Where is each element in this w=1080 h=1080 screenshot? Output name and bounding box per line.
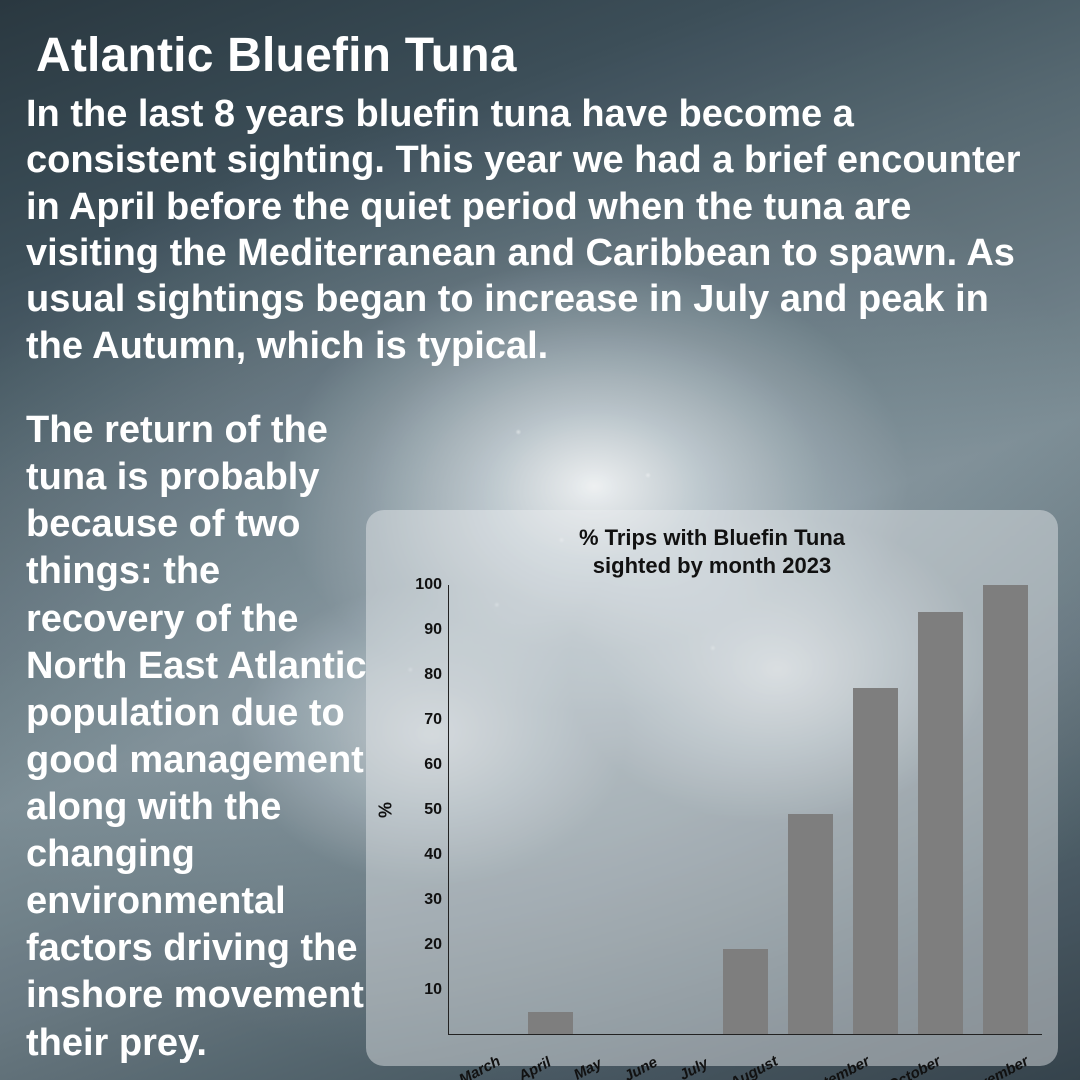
- chart-bar-slot: [713, 585, 778, 1034]
- chart-title-line1: % Trips with Bluefin Tuna: [579, 525, 845, 550]
- chart-ytick: 10: [424, 981, 442, 999]
- chart-bar: [918, 612, 964, 1034]
- page-title: Atlantic Bluefin Tuna: [36, 28, 1054, 83]
- chart-yaxis: 102030405060708090100: [398, 585, 448, 1035]
- chart-ytick: 60: [424, 756, 442, 774]
- chart-bar: [983, 585, 1029, 1034]
- chart-bar-slot: [518, 585, 583, 1034]
- chart-plot-area: [448, 585, 1042, 1035]
- chart-bar-slot: [973, 585, 1038, 1034]
- chart-ytick: 100: [415, 576, 442, 594]
- chart-bar: [788, 814, 834, 1034]
- chart-bar-slot: [908, 585, 973, 1034]
- chart-ytick: 20: [424, 936, 442, 954]
- chart-bar: [528, 1012, 574, 1034]
- chart-ylabel: %: [376, 802, 397, 818]
- chart-bars: [449, 585, 1042, 1034]
- chart-ytick: 90: [424, 621, 442, 639]
- chart-ytick: 50: [424, 801, 442, 819]
- chart-bar-slot: [648, 585, 713, 1034]
- chart-ytick: 30: [424, 891, 442, 909]
- chart-title: % Trips with Bluefin Tuna sighted by mon…: [382, 524, 1042, 579]
- chart-ytick: 40: [424, 846, 442, 864]
- chart-xaxis: MarchAprilMayJuneJulyAugustSeptemberOcto…: [448, 1035, 1042, 1055]
- chart-bar: [853, 688, 899, 1034]
- chart-ytick: 70: [424, 711, 442, 729]
- chart-title-line2: sighted by month 2023: [593, 553, 831, 578]
- chart-bar-slot: [778, 585, 843, 1034]
- chart-ytick: 80: [424, 666, 442, 684]
- chart-bar: [723, 949, 769, 1034]
- chart-bar-slot: [453, 585, 518, 1034]
- second-paragraph: The return of the tuna is probably becau…: [26, 407, 376, 1067]
- chart-panel: % Trips with Bluefin Tuna sighted by mon…: [366, 510, 1058, 1066]
- chart-bar-slot: [583, 585, 648, 1034]
- intro-paragraph: In the last 8 years bluefin tuna have be…: [26, 91, 1054, 369]
- chart-body: % 102030405060708090100: [382, 585, 1042, 1035]
- chart-bar-slot: [843, 585, 908, 1034]
